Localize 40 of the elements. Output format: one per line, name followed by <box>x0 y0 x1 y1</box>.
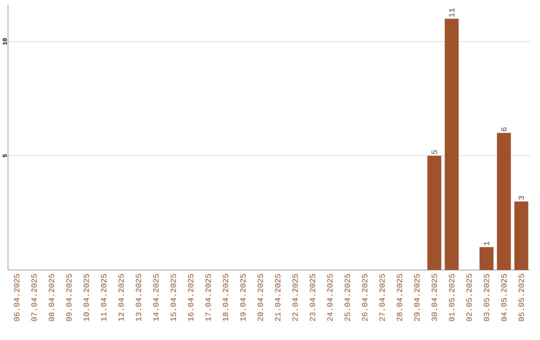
x-tick-label: 07.04.2025 <box>31 274 37 322</box>
x-tick-label: 04.05.2025 <box>501 274 507 322</box>
x-tick-label: 29.04.2025 <box>414 274 420 321</box>
x-tick-label: 17.04.2025 <box>205 274 211 321</box>
data-label: 3 <box>518 196 524 200</box>
x-tick-label: 16.04.2025 <box>188 274 194 321</box>
x-tick-label: 06.04.2025 <box>14 274 20 322</box>
x-tick-label: 13.04.2025 <box>136 274 142 321</box>
bar <box>444 18 459 270</box>
x-tick-label: 03.05.2025 <box>484 274 490 322</box>
x-tick-label: 22.04.2025 <box>292 274 298 321</box>
bar <box>480 247 494 270</box>
bar <box>514 201 528 270</box>
x-tick-label: 27.04.2025 <box>379 274 385 321</box>
x-tick-label: 11.04.2025 <box>100 274 106 321</box>
x-tick-label: 12.04.2025 <box>118 274 124 321</box>
data-label: 11 <box>449 8 454 17</box>
x-tick-label: 05.05.2025 <box>518 274 524 322</box>
x-tick-label: 19.04.2025 <box>240 274 246 321</box>
data-label: 1 <box>484 242 490 246</box>
x-tick-label: 02.05.2025 <box>466 274 472 322</box>
x-tick-label: 10.04.2025 <box>84 274 90 321</box>
x-tick-label: 20.04.2025 <box>258 274 264 321</box>
x-tick-label: 23.04.2025 <box>310 274 316 321</box>
x-tick-label: 01.05.2025 <box>448 274 454 322</box>
x-tick-label: 30.04.2025 <box>432 274 438 322</box>
x-tick-label: 24.04.2025 <box>327 274 333 321</box>
x-tick-label: 18.04.2025 <box>222 274 228 321</box>
x-tick-label: 28.04.2025 <box>396 274 402 321</box>
data-label: 5 <box>432 150 437 154</box>
x-tick-label: 15.04.2025 <box>170 274 176 321</box>
bar <box>496 132 511 270</box>
x-tick-label: 14.04.2025 <box>153 274 159 321</box>
data-label: 6 <box>501 127 507 132</box>
bar <box>427 156 442 270</box>
x-tick-label: 25.04.2025 <box>344 274 350 321</box>
x-tick-label: 08.04.2025 <box>48 274 54 322</box>
x-tick-label: 26.04.2025 <box>362 274 368 321</box>
x-tick-label: 21.04.2025 <box>274 274 280 321</box>
x-tick-label: 09.04.2025 <box>66 274 72 322</box>
